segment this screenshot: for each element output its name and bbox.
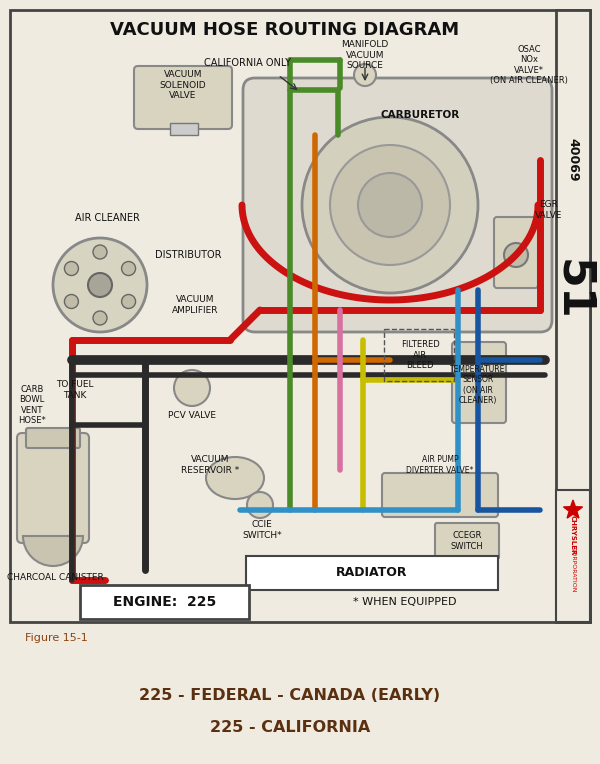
Text: CHARCOAL CANISTER: CHARCOAL CANISTER	[7, 574, 103, 582]
Circle shape	[93, 245, 107, 259]
FancyBboxPatch shape	[26, 428, 80, 448]
FancyBboxPatch shape	[382, 473, 498, 517]
Text: * WHEN EQUIPPED: * WHEN EQUIPPED	[353, 597, 457, 607]
Circle shape	[354, 64, 376, 86]
Text: PCV VALVE: PCV VALVE	[168, 410, 216, 419]
Bar	[10, 10, 590, 622]
Text: VACUUM
RESERVOIR *: VACUUM RESERVOIR *	[181, 455, 239, 474]
Circle shape	[93, 311, 107, 325]
FancyBboxPatch shape	[494, 217, 538, 288]
Polygon shape	[563, 500, 583, 518]
FancyBboxPatch shape	[243, 78, 552, 332]
Circle shape	[358, 173, 422, 237]
Text: FILTERED
AIR
BLEED: FILTERED AIR BLEED	[401, 340, 439, 370]
Text: VACUUM
SOLENOID
VALVE: VACUUM SOLENOID VALVE	[160, 70, 206, 100]
Text: EGR
VALVE: EGR VALVE	[535, 200, 562, 220]
Circle shape	[53, 238, 147, 332]
Text: CHRYSLER: CHRYSLER	[570, 515, 576, 555]
Text: MANIFOLD
VACUUM
SOURCE: MANIFOLD VACUUM SOURCE	[341, 40, 389, 70]
FancyBboxPatch shape	[80, 585, 249, 619]
Text: 40069: 40069	[566, 138, 580, 182]
Text: VACUUM
AMPLIFIER: VACUUM AMPLIFIER	[172, 296, 218, 315]
Text: 225 - FEDERAL - CANADA (EARLY): 225 - FEDERAL - CANADA (EARLY)	[139, 688, 440, 703]
Text: CALIFORNIA ONLY: CALIFORNIA ONLY	[205, 58, 292, 68]
Text: CARB
BOWL
VENT
HOSE*: CARB BOWL VENT HOSE*	[18, 385, 46, 425]
Circle shape	[122, 294, 136, 309]
Circle shape	[64, 294, 79, 309]
Circle shape	[174, 370, 210, 406]
Text: Figure 15-1: Figure 15-1	[25, 633, 88, 643]
Text: AIR PUMP
DIVERTER VALVE*: AIR PUMP DIVERTER VALVE*	[406, 455, 473, 474]
Text: CORPORATION: CORPORATION	[571, 547, 575, 593]
Text: RADIATOR: RADIATOR	[336, 566, 408, 580]
Text: CCIE
SWITCH*: CCIE SWITCH*	[242, 520, 282, 539]
Wedge shape	[23, 536, 83, 566]
Text: TO FUEL
TANK: TO FUEL TANK	[56, 380, 94, 400]
Bar	[556, 10, 590, 622]
FancyBboxPatch shape	[452, 342, 506, 423]
Circle shape	[88, 273, 112, 297]
Circle shape	[504, 243, 528, 267]
Circle shape	[302, 117, 478, 293]
Text: CARBURETOR: CARBURETOR	[380, 110, 460, 120]
FancyBboxPatch shape	[435, 523, 499, 559]
Text: ENGINE:  225: ENGINE: 225	[113, 595, 217, 609]
Ellipse shape	[206, 457, 264, 499]
Text: 225 - CALIFORNIA: 225 - CALIFORNIA	[210, 720, 370, 736]
Text: DISTRIBUTOR: DISTRIBUTOR	[155, 250, 221, 260]
Circle shape	[330, 145, 450, 265]
Circle shape	[122, 261, 136, 276]
Bar	[170, 123, 198, 135]
FancyBboxPatch shape	[17, 433, 89, 543]
FancyBboxPatch shape	[246, 556, 498, 590]
Text: OSAC
NOx
VALVE*
(ON AIR CLEANER): OSAC NOx VALVE* (ON AIR CLEANER)	[490, 45, 568, 85]
Circle shape	[247, 492, 273, 518]
Text: VACUUM HOSE ROUTING DIAGRAM: VACUUM HOSE ROUTING DIAGRAM	[110, 21, 460, 39]
Circle shape	[64, 261, 79, 276]
FancyBboxPatch shape	[134, 66, 232, 129]
Text: TEMPERATURE
SENSOR
(ON AIR
CLEANER): TEMPERATURE SENSOR (ON AIR CLEANER)	[451, 365, 506, 405]
Text: AIR CLEANER: AIR CLEANER	[75, 213, 140, 223]
Bar	[556, 490, 590, 622]
Text: 51: 51	[551, 259, 595, 321]
Text: CCEGR
SWITCH: CCEGR SWITCH	[451, 531, 484, 551]
